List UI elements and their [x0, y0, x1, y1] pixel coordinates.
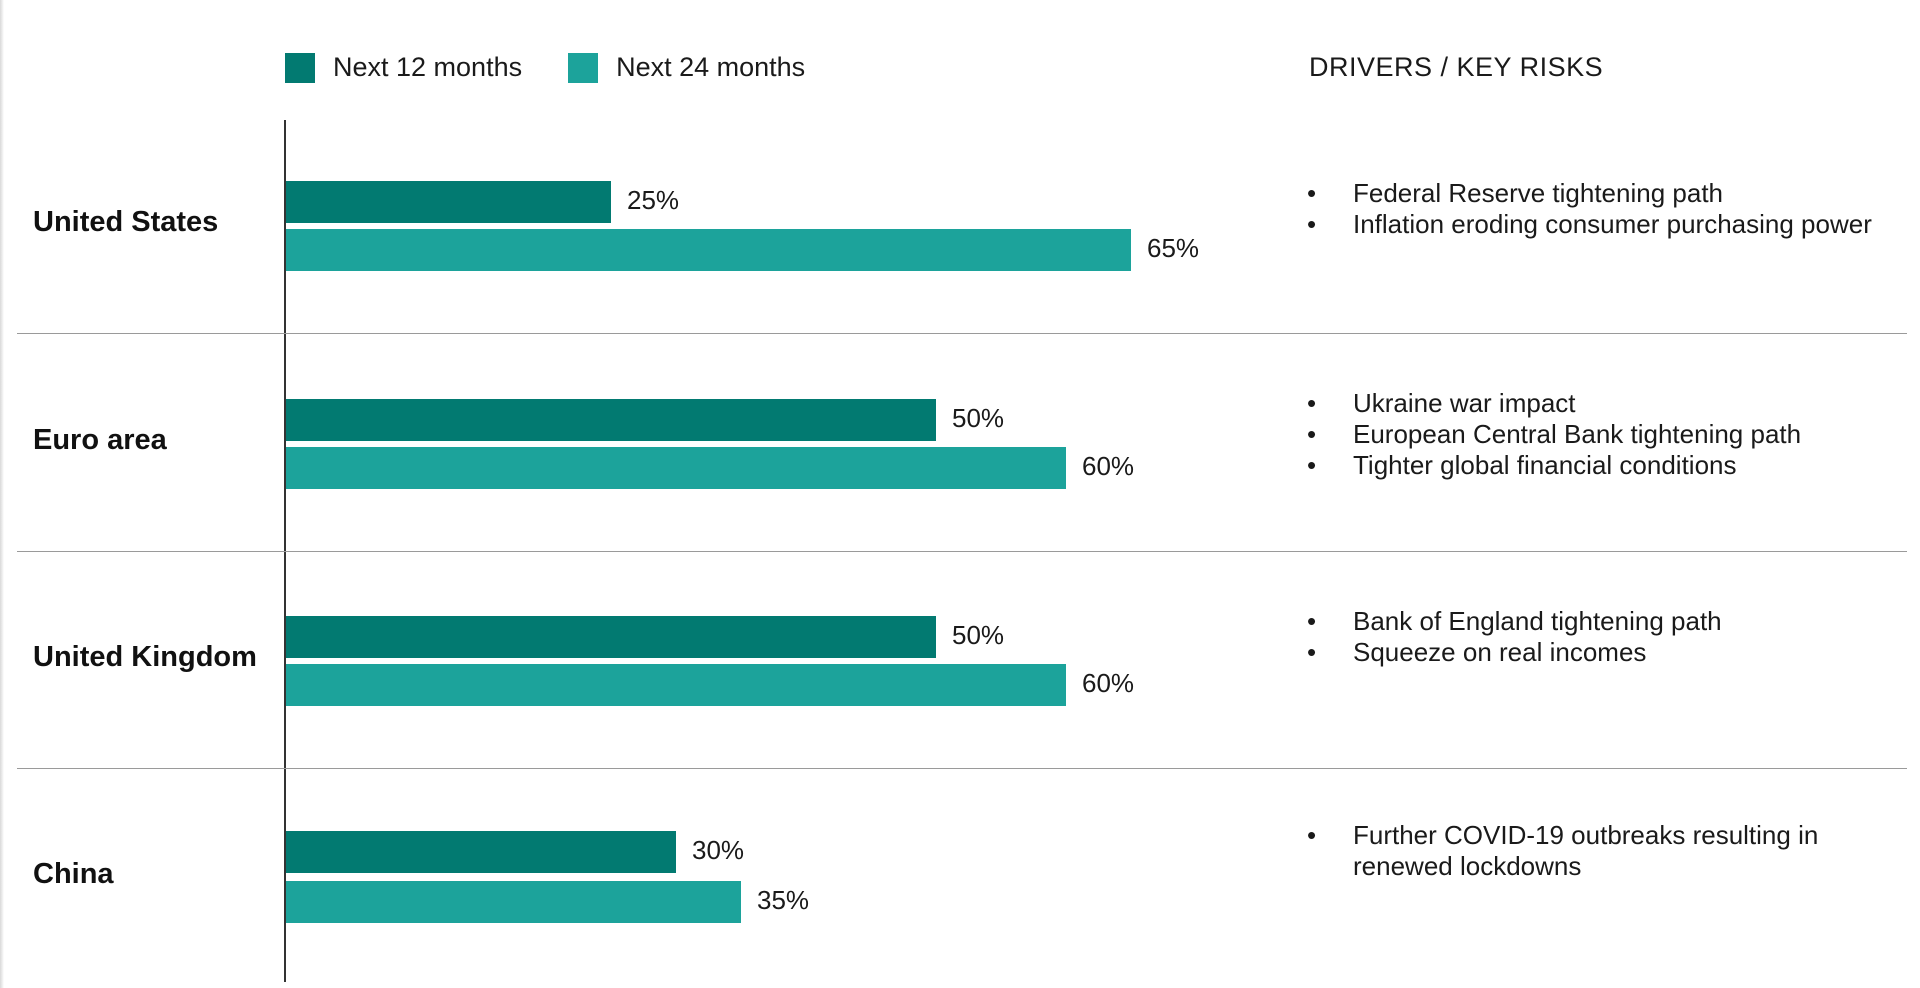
bar-value-label: 60% — [1082, 668, 1135, 698]
legend-label-next-12: Next 12 months — [333, 52, 523, 82]
risk-item: Federal Reserve tightening path — [1303, 178, 1873, 209]
country-label: Euro area — [33, 424, 167, 456]
page-edge-shadow — [0, 0, 4, 988]
legend-item-next-24: Next 24 months — [568, 52, 805, 83]
risk-item: Inflation eroding consumer purchasing po… — [1303, 209, 1873, 240]
bar-next-24 — [286, 881, 741, 923]
bar-value-label: 25% — [627, 185, 680, 215]
risk-item: Ukraine war impact — [1303, 388, 1873, 419]
risk-item: Tighter global financial conditions — [1303, 450, 1873, 481]
bar-next-12 — [286, 616, 936, 658]
risk-list: Ukraine war impactEuropean Central Bank … — [1303, 388, 1873, 481]
bar-value-label: 50% — [952, 403, 1005, 433]
bar-next-24 — [286, 664, 1066, 706]
bar-value-label: 30% — [692, 835, 745, 865]
bar-next-12 — [286, 399, 936, 441]
risks-column-heading: DRIVERS / KEY RISKS — [1309, 52, 1604, 82]
row-divider — [17, 551, 1907, 552]
chart-legend: Next 12 months Next 24 months — [285, 52, 851, 83]
bar-value-label: 65% — [1147, 233, 1200, 263]
risk-item: Further COVID-19 outbreaks resulting in … — [1303, 820, 1873, 882]
risk-item: European Central Bank tightening path — [1303, 419, 1873, 450]
row-divider — [17, 333, 1907, 334]
country-label: United Kingdom — [33, 641, 257, 673]
bar-value-label: 50% — [952, 620, 1005, 650]
bar-value-label: 35% — [757, 885, 810, 915]
country-label: China — [33, 858, 114, 890]
legend-item-next-12: Next 12 months — [285, 52, 522, 83]
risk-list: Bank of England tightening pathSqueeze o… — [1303, 606, 1873, 668]
legend-swatch-next-12 — [285, 52, 315, 83]
risk-list: Federal Reserve tightening pathInflation… — [1303, 178, 1873, 240]
bar-next-24 — [286, 447, 1066, 489]
bar-next-12 — [286, 831, 676, 873]
bar-next-12 — [286, 181, 611, 223]
legend-label-next-24: Next 24 months — [616, 52, 806, 82]
risk-item: Bank of England tightening path — [1303, 606, 1873, 637]
row-divider — [17, 768, 1907, 769]
risk-item: Squeeze on real incomes — [1303, 637, 1873, 668]
bar-value-label: 60% — [1082, 451, 1135, 481]
bar-next-24 — [286, 229, 1131, 271]
country-label: United States — [33, 206, 219, 238]
risk-list: Further COVID-19 outbreaks resulting in … — [1303, 820, 1873, 882]
legend-swatch-next-24 — [568, 52, 599, 83]
